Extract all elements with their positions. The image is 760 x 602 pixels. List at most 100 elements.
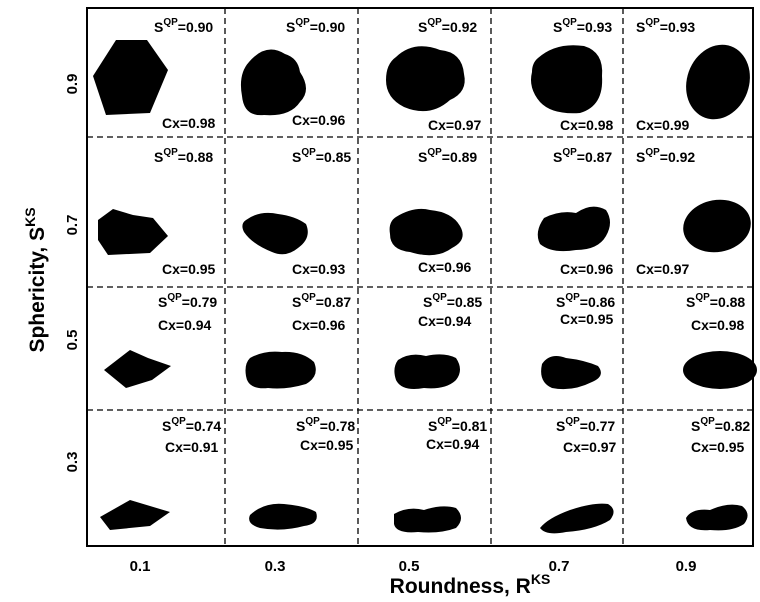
sphericity-qp-symbol: S [553, 19, 562, 35]
sphericity-qp-superscript: QP [427, 147, 442, 158]
y-tick-labels: 0.9 0.7 0.5 0.3 [64, 74, 81, 473]
sphericity-qp-value: =0.88 [178, 149, 214, 165]
sphericity-qp-symbol: S [158, 294, 167, 310]
sphericity-qp-label: SQP=0.88 [686, 292, 745, 310]
sphericity-qp-value: =0.81 [452, 418, 488, 434]
convexity-label: Cx=0.98 [162, 115, 216, 131]
sphericity-qp-label: SQP=0.79 [158, 292, 217, 310]
particle-shape [240, 49, 306, 116]
particle-shape [249, 503, 317, 530]
sphericity-qp-superscript: QP [645, 17, 660, 28]
particle-shape [93, 40, 168, 115]
convexity-label: Cx=0.91 [165, 439, 219, 455]
convexity-label: Cx=0.94 [426, 436, 480, 452]
x-tick-label: 0.7 [549, 558, 570, 575]
convexity-label: Cx=0.97 [563, 439, 617, 455]
sphericity-qp-superscript: QP [305, 416, 320, 427]
sphericity-qp-label: SQP=0.87 [292, 292, 351, 310]
sphericity-qp-value: =0.90 [310, 19, 346, 35]
sphericity-qp-superscript: QP [171, 416, 186, 427]
sphericity-qp-value: =0.87 [577, 149, 613, 165]
y-tick-label: 0.9 [64, 74, 81, 95]
convexity-label: Cx=0.95 [162, 261, 216, 277]
sphericity-qp-superscript: QP [565, 416, 580, 427]
particle-shape [389, 208, 463, 256]
convexity-label: Cx=0.96 [560, 261, 614, 277]
sphericity-qp-label: SQP=0.93 [553, 17, 612, 35]
particle-shape [540, 503, 614, 534]
y-axis-title-sup: KS [22, 207, 38, 226]
convexity-label: Cx=0.95 [691, 439, 745, 455]
sphericity-qp-label: SQP=0.90 [286, 17, 345, 35]
sphericity-qp-symbol: S [162, 418, 171, 434]
convexity-label: Cx=0.93 [292, 261, 346, 277]
sphericity-qp-symbol: S [423, 294, 432, 310]
sphericity-qp-superscript: QP [562, 17, 577, 28]
sphericity-qp-superscript: QP [295, 17, 310, 28]
sphericity-qp-symbol: S [418, 149, 427, 165]
x-tick-label: 0.1 [130, 558, 151, 575]
sphericity-qp-superscript: QP [695, 292, 710, 303]
x-axis-title-sup: KS [531, 571, 550, 587]
sphericity-qp-label: SQP=0.92 [418, 17, 477, 35]
x-axis-title: Roundness, RKS [390, 571, 551, 598]
sphericity-qp-symbol: S [292, 294, 301, 310]
y-tick-label: 0.7 [64, 215, 81, 236]
sphericity-qp-label: SQP=0.74 [162, 416, 221, 434]
sphericity-qp-value: =0.89 [442, 149, 478, 165]
x-tick-labels: 0.1 0.3 0.5 0.7 0.9 [130, 558, 697, 575]
sphericity-qp-superscript: QP [163, 147, 178, 158]
sphericity-qp-symbol: S [691, 418, 700, 434]
sphericity-qp-symbol: S [636, 19, 645, 35]
grid-lines [87, 8, 753, 546]
particle-shape [100, 500, 170, 530]
convexity-label: Cx=0.94 [418, 313, 472, 329]
sphericity-qp-superscript: QP [301, 147, 316, 158]
sphericity-qp-label: SQP=0.77 [556, 416, 615, 434]
sphericity-qp-symbol: S [286, 19, 295, 35]
particle-shape [386, 46, 465, 112]
sphericity-qp-label: SQP=0.88 [154, 147, 213, 165]
convexity-label: Cx=0.98 [560, 117, 614, 133]
sphericity-qp-superscript: QP [437, 416, 452, 427]
sphericity-qp-value: =0.74 [186, 418, 222, 434]
sphericity-qp-symbol: S [296, 418, 305, 434]
sphericity-qp-label: SQP=0.85 [292, 147, 351, 165]
sphericity-qp-symbol: S [556, 418, 565, 434]
particle-shape [683, 199, 751, 253]
sphericity-qp-value: =0.93 [577, 19, 613, 35]
sphericity-qp-label: SQP=0.92 [636, 147, 695, 165]
sphericity-qp-label: SQP=0.86 [556, 292, 615, 310]
sphericity-qp-value: =0.85 [316, 149, 352, 165]
particle-shape [683, 351, 757, 389]
sphericity-qp-label: SQP=0.81 [428, 416, 487, 434]
sphericity-qp-value: =0.82 [715, 418, 751, 434]
sphericity-qp-value: =0.93 [660, 19, 696, 35]
convexity-label: Cx=0.97 [428, 117, 482, 133]
sphericity-qp-value: =0.77 [580, 418, 616, 434]
x-tick-label: 0.3 [265, 558, 286, 575]
sphericity-qp-symbol: S [418, 19, 427, 35]
sphericity-qp-symbol: S [686, 294, 695, 310]
sphericity-qp-symbol: S [636, 149, 645, 165]
convexity-label: Cx=0.96 [418, 259, 472, 275]
x-tick-label: 0.9 [676, 558, 697, 575]
sphericity-qp-superscript: QP [562, 147, 577, 158]
sphericity-qp-value: =0.90 [178, 19, 214, 35]
plot-frame [86, 7, 754, 547]
sphericity-qp-label: SQP=0.93 [636, 17, 695, 35]
sphericity-qp-symbol: S [292, 149, 301, 165]
y-axis-title: Sphericity, SKS [22, 207, 49, 352]
x-axis-title-main: Roundness, R [390, 575, 531, 598]
sphericity-qp-label: SQP=0.87 [553, 147, 612, 165]
particle-shape [394, 506, 461, 533]
sphericity-qp-value: =0.85 [447, 294, 483, 310]
sphericity-qp-value: =0.92 [442, 19, 478, 35]
particle-shape [245, 351, 316, 389]
sphericity-qp-label: SQP=0.82 [691, 416, 750, 434]
y-axis-title-main: Sphericity, S [26, 227, 49, 353]
sphericity-qp-value: =0.86 [580, 294, 616, 310]
y-tick-label: 0.3 [64, 452, 81, 473]
sphericity-qp-value: =0.79 [182, 294, 218, 310]
sphericity-qp-symbol: S [553, 149, 562, 165]
